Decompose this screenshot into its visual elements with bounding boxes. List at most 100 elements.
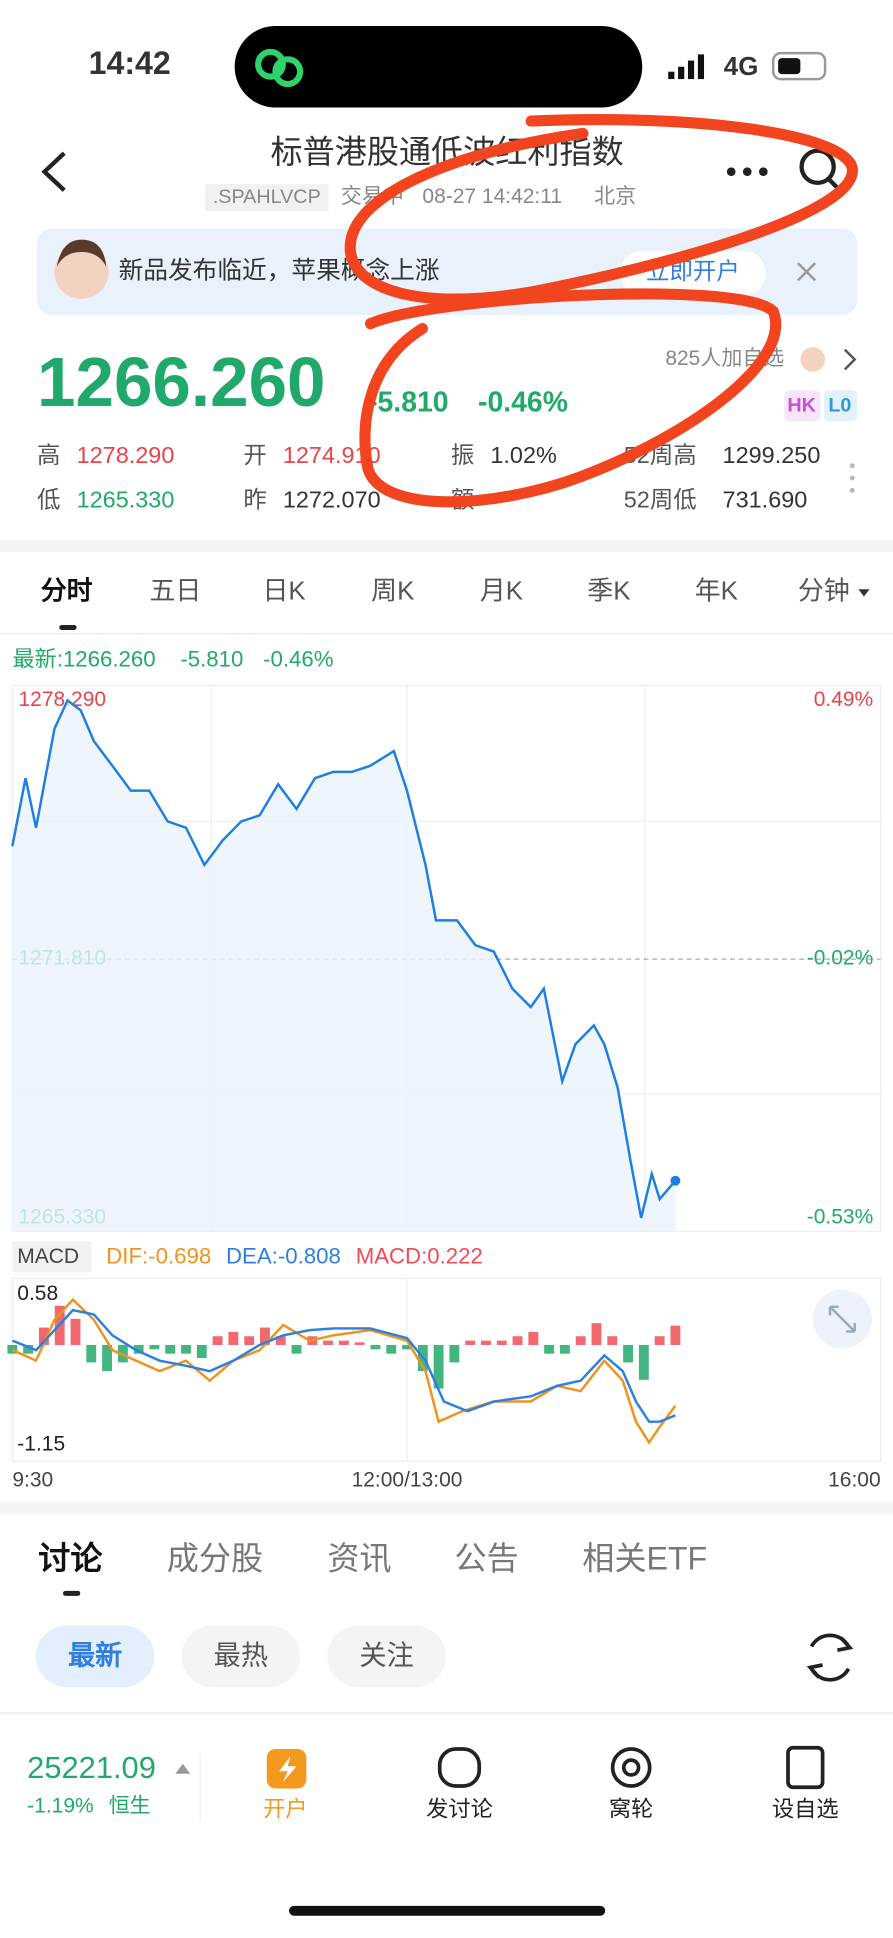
- content-tab[interactable]: 公告: [455, 1541, 519, 1577]
- macd-bar: [544, 1344, 555, 1354]
- index-change: -1.19%: [27, 1795, 94, 1818]
- warrant-icon[interactable]: [610, 1747, 652, 1788]
- latest-pct: -0.46%: [263, 647, 333, 672]
- macd-bar: [70, 1318, 81, 1345]
- more-button[interactable]: [726, 167, 768, 177]
- follower-avatar: [800, 347, 826, 372]
- macd-bar: [449, 1344, 460, 1363]
- x-tick-label: 12:00/13:00: [352, 1469, 463, 1492]
- dynamic-island: [234, 25, 643, 108]
- home-indicator: [289, 1905, 606, 1916]
- action-label[interactable]: 设自选: [772, 1797, 839, 1822]
- stat-label: 昨: [243, 487, 266, 513]
- macd-frame: [11, 1277, 882, 1462]
- macd-bar: [102, 1344, 113, 1372]
- content-tab[interactable]: 成分股: [167, 1541, 263, 1577]
- warrant-icon-inner: [621, 1758, 641, 1777]
- filter-chip[interactable]: [35, 1625, 155, 1688]
- macd-bar: [528, 1331, 539, 1345]
- x-tick-label: 9:30: [12, 1469, 53, 1492]
- macd-bar: [323, 1340, 334, 1345]
- legend-entry: MACD:0.222: [356, 1243, 483, 1268]
- macd-bar: [512, 1336, 523, 1345]
- period-tab[interactable]: 年K: [695, 577, 738, 606]
- period-tab[interactable]: 日K: [262, 578, 305, 606]
- stat-label: 振: [451, 442, 474, 468]
- badge: L0: [828, 395, 851, 417]
- macd-bar: [38, 1327, 49, 1345]
- macd-bar: [212, 1336, 223, 1345]
- macd-bar: [638, 1344, 649, 1380]
- stat-value: 1272.070: [283, 487, 381, 513]
- macd-bar: [149, 1344, 160, 1350]
- macd-bar: [623, 1344, 633, 1363]
- macd-bar: [465, 1340, 476, 1345]
- period-tab[interactable]: 月K: [480, 578, 523, 606]
- dropdown-arrow: [858, 589, 870, 597]
- filter-label[interactable]: 关注: [359, 1640, 413, 1671]
- fullscreen-icon: [828, 1305, 856, 1333]
- watchlist-icon[interactable]: [786, 1745, 825, 1790]
- content-tab[interactable]: 讨论: [38, 1541, 103, 1577]
- follow-arrow[interactable]: [843, 348, 857, 371]
- filter-chip[interactable]: [327, 1625, 446, 1688]
- code: .SPAHLVCP: [213, 186, 321, 208]
- badge: HK: [787, 395, 816, 417]
- stat-label: 高: [37, 442, 60, 468]
- refresh-button[interactable]: [806, 1633, 854, 1682]
- back-button[interactable]: [41, 151, 66, 192]
- index-value: 25221.09: [27, 1750, 156, 1785]
- period-tab[interactable]: 季K: [587, 577, 630, 606]
- content-tab[interactable]: 相关ETF: [582, 1541, 707, 1577]
- badge-bg: [823, 390, 858, 422]
- macd-line: [11, 1308, 676, 1423]
- macd-title: MACD: [17, 1245, 79, 1268]
- macd-bar: [607, 1336, 618, 1345]
- legend-entry: DIF:-0.698: [106, 1243, 211, 1268]
- macd-bar: [591, 1323, 602, 1345]
- macd-bar: [291, 1344, 302, 1354]
- period-tab[interactable]: 分时: [41, 577, 93, 606]
- change: -5.810: [368, 386, 449, 418]
- index-arrow: [175, 1763, 191, 1774]
- banner-text: 新品发布临近，苹果概念上涨: [119, 256, 440, 284]
- filter-label[interactable]: 最新: [68, 1640, 122, 1671]
- period-tab[interactable]: 分钟: [798, 577, 850, 606]
- macd-bar: [133, 1344, 144, 1354]
- network: 4G: [724, 53, 759, 81]
- change-pct: -0.46%: [478, 386, 568, 418]
- content-tab[interactable]: 资讯: [327, 1541, 391, 1577]
- y-tick-label: 1278.290: [19, 688, 107, 711]
- price-area: [12, 700, 676, 1232]
- stat-label: 低: [37, 487, 60, 513]
- discuss-icon[interactable]: [437, 1747, 482, 1788]
- price: 1266.260: [37, 343, 325, 421]
- macd-bar: [86, 1344, 97, 1363]
- close-banner[interactable]: [797, 262, 817, 282]
- separator: [0, 1501, 893, 1515]
- island-logo: [255, 48, 304, 88]
- stat-label: 开: [243, 442, 266, 468]
- filter-chip[interactable]: [181, 1625, 301, 1688]
- macd-bar: [559, 1344, 570, 1354]
- stat-value: 1278.290: [77, 442, 175, 468]
- more-stats[interactable]: [849, 463, 855, 493]
- location: 北京: [594, 185, 636, 208]
- stat-label: 52周低: [624, 487, 697, 513]
- action-label[interactable]: 发讨论: [426, 1797, 493, 1822]
- filter-label[interactable]: 最热: [214, 1640, 268, 1671]
- macd-bar: [196, 1344, 207, 1359]
- action-label[interactable]: 开户: [263, 1797, 307, 1822]
- period-tab[interactable]: 周K: [371, 578, 414, 606]
- macd-bar: [7, 1344, 18, 1354]
- annotation-loop: [359, 288, 782, 508]
- x-tick-label: 16:00: [828, 1469, 881, 1492]
- datetime: 08-27 14:42:11: [422, 185, 562, 208]
- macd-bar: [575, 1336, 586, 1345]
- avatar: [54, 244, 109, 299]
- action-label[interactable]: 窝轮: [609, 1797, 653, 1822]
- period-tab[interactable]: 五日: [149, 578, 201, 606]
- y-tick-label: -1.15: [17, 1433, 65, 1456]
